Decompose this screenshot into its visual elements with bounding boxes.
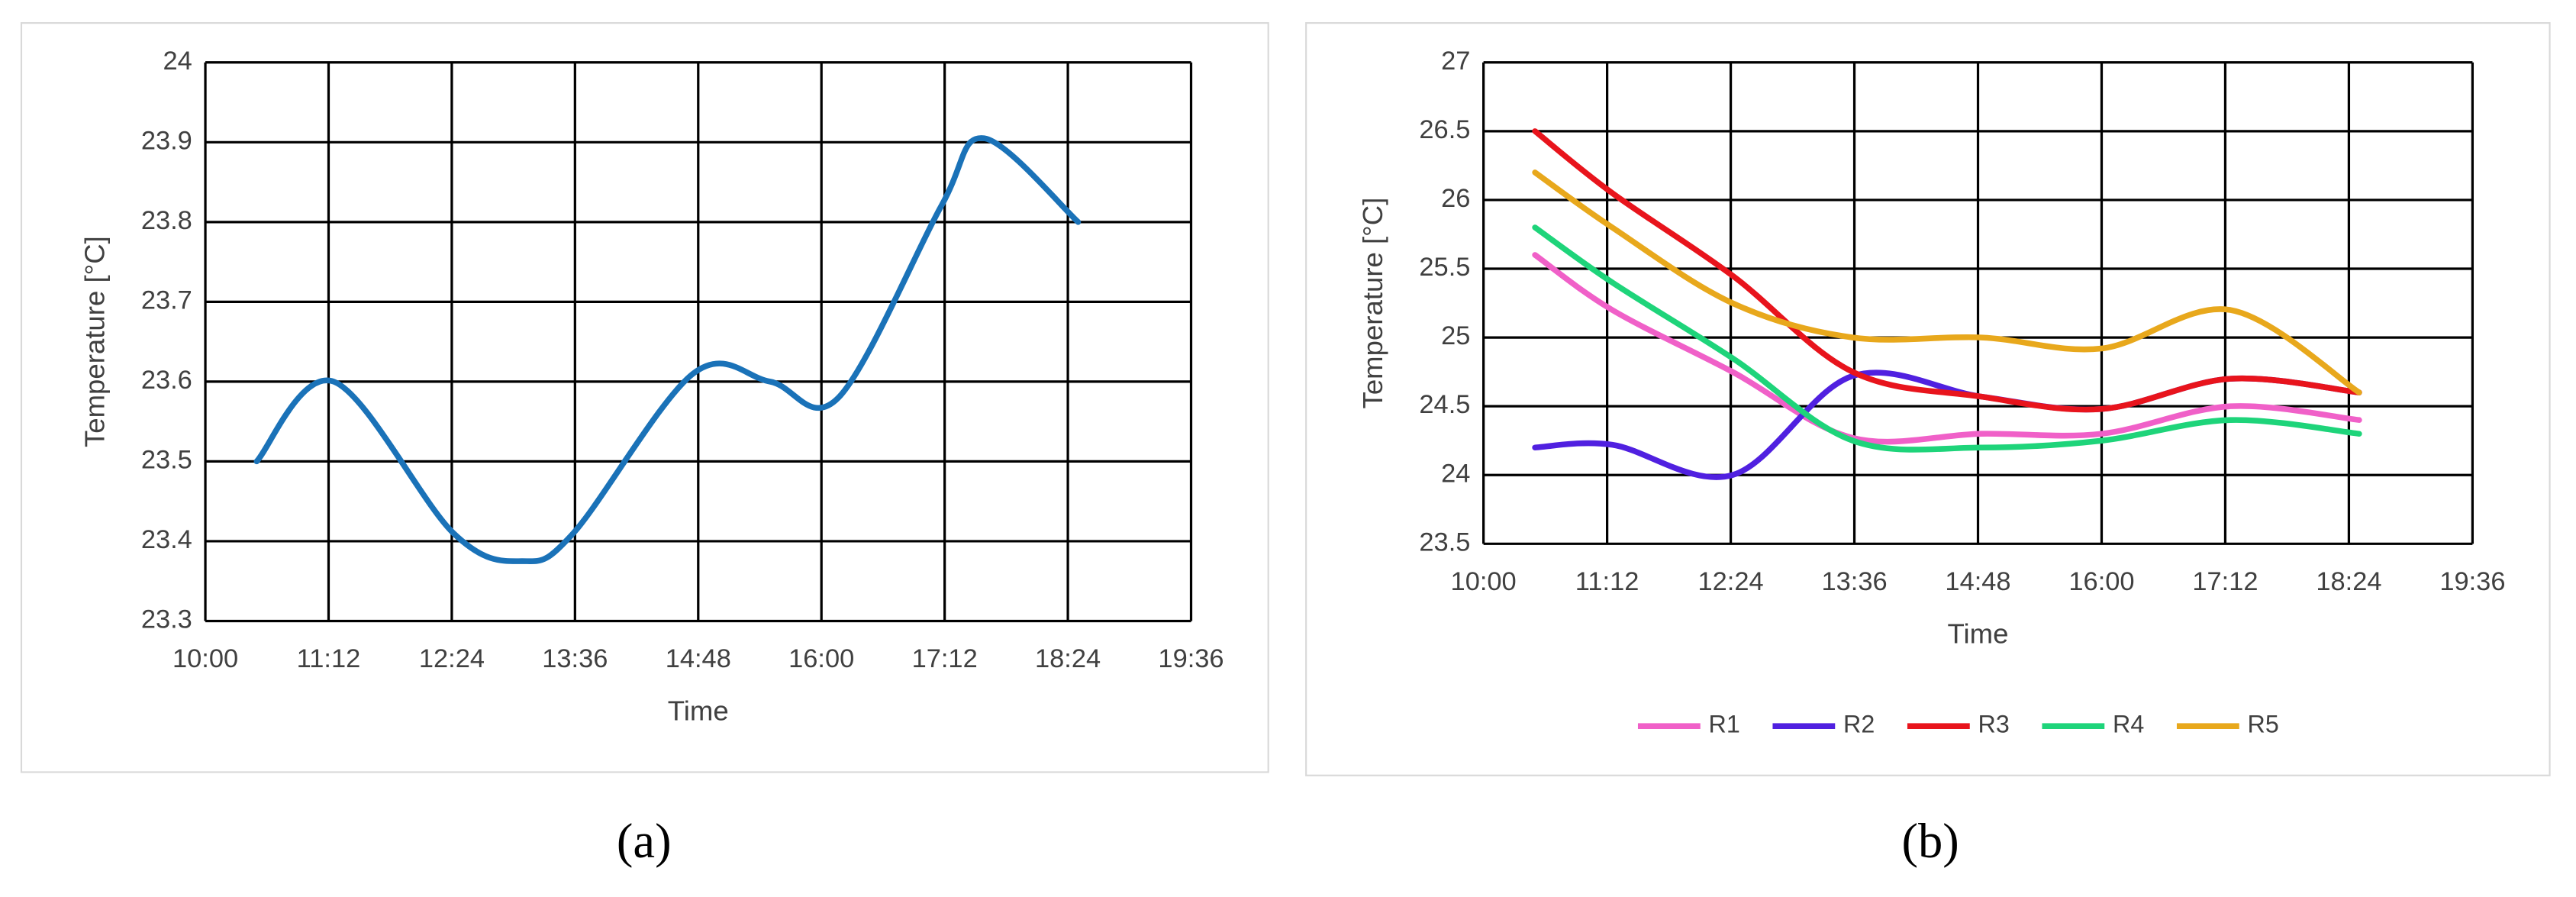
y-axis-label: Temperature [°C] [1357, 198, 1388, 409]
y-tick-label: 23.3 [141, 605, 192, 634]
y-tick-label: 23.4 [141, 525, 192, 554]
data-line [1532, 224, 2362, 453]
x-axis-label: Time [1948, 618, 2009, 649]
legend-label: R5 [2248, 711, 2279, 738]
y-tick-label: 26.5 [1419, 115, 1470, 144]
x-tick-label: 11:12 [1575, 567, 1639, 596]
panel-frame [1305, 22, 2551, 776]
legend-label: R4 [2113, 711, 2144, 738]
y-tick-label: 26 [1441, 184, 1470, 213]
x-tick-label: 18:24 [1035, 644, 1101, 673]
y-tick-label: 23.9 [141, 126, 192, 155]
data-line [253, 135, 1082, 564]
y-tick-label: 23.6 [141, 366, 192, 395]
y-tick-label: 25 [1441, 321, 1470, 350]
y-tick-label: 23.8 [141, 206, 192, 235]
x-tick-label: 19:36 [2439, 567, 2505, 596]
x-tick-label: 11:12 [297, 644, 361, 673]
x-tick-label: 19:36 [1158, 644, 1224, 673]
y-axis-label: Temperature [°C] [79, 236, 111, 447]
x-tick-label: 10:00 [1451, 567, 1517, 596]
x-tick-label: 18:24 [2316, 567, 2381, 596]
panel-frame [20, 22, 1269, 773]
x-tick-label: 12:24 [1698, 567, 1764, 596]
y-tick-label: 23.7 [141, 286, 192, 315]
y-tick-label: 24 [1441, 459, 1470, 488]
x-tick-label: 14:48 [1945, 567, 2010, 596]
y-tick-label: 27 [1441, 47, 1470, 76]
y-tick-label: 23.5 [1419, 528, 1470, 557]
data-line [1532, 252, 2362, 445]
x-tick-label: 14:48 [666, 644, 731, 673]
legend-label: R3 [1978, 711, 2010, 738]
legend-label: R2 [1843, 711, 1875, 738]
y-tick-label: 23.5 [141, 446, 192, 475]
x-tick-label: 17:12 [912, 644, 978, 673]
legend-label: R1 [1709, 711, 1740, 738]
caption: (b) [1901, 813, 1959, 869]
x-tick-label: 13:36 [1821, 567, 1887, 596]
x-tick-label: 16:00 [2068, 567, 2134, 596]
data-line [1532, 128, 2362, 413]
y-tick-label: 24.5 [1419, 390, 1470, 419]
y-tick-label: 25.5 [1419, 253, 1470, 282]
caption: (a) [617, 813, 672, 869]
x-tick-label: 12:24 [419, 644, 485, 673]
data-line [1532, 169, 2362, 395]
y-tick-label: 24 [163, 47, 192, 76]
x-axis-label: Time [668, 695, 729, 727]
x-tick-label: 10:00 [172, 644, 238, 673]
x-tick-label: 16:00 [788, 644, 854, 673]
x-tick-label: 13:36 [542, 644, 608, 673]
x-tick-label: 17:12 [2192, 567, 2258, 596]
